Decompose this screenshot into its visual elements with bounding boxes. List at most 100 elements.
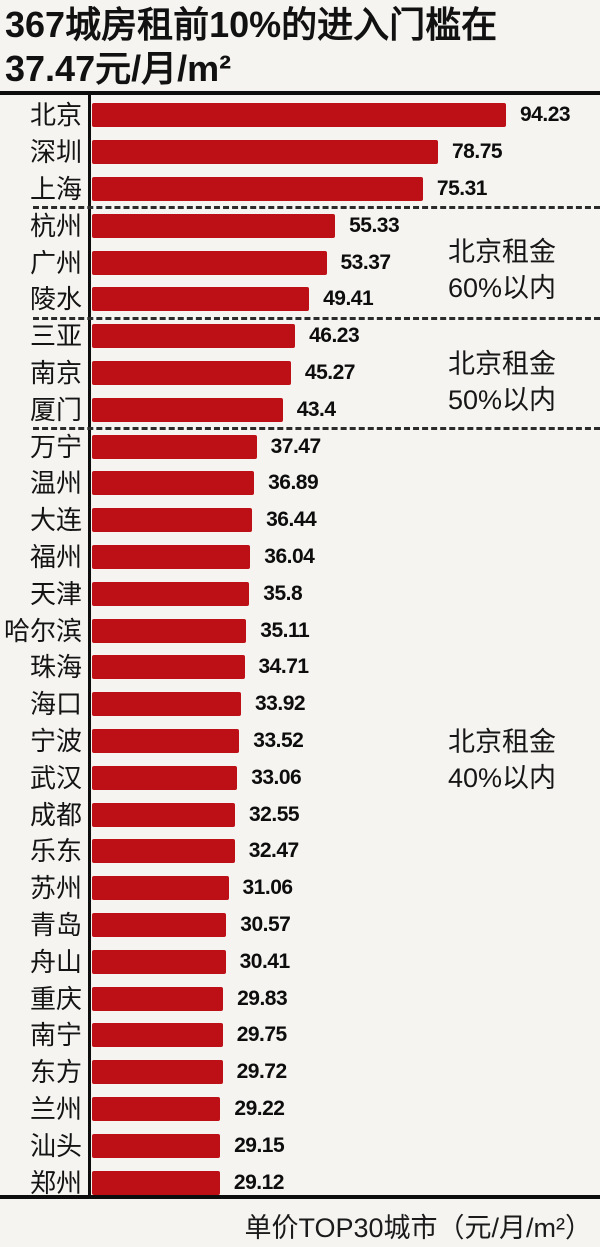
bar bbox=[92, 1060, 223, 1085]
bar-row: 大连 36.44 bbox=[0, 502, 600, 539]
bar-container: 35.11 bbox=[86, 618, 600, 643]
bar bbox=[92, 287, 310, 312]
bar bbox=[92, 1096, 221, 1121]
city-label: 青岛 bbox=[29, 909, 82, 940]
bar-row: 杭州 55.33 bbox=[0, 207, 600, 244]
value-label: 29.12 bbox=[233, 1170, 285, 1194]
bar-row: 海口 33.92 bbox=[0, 686, 600, 723]
annotation-within-40pct: 北京租金 40%以内 bbox=[448, 727, 557, 793]
value-label: 94.23 bbox=[520, 103, 571, 127]
bar bbox=[92, 949, 226, 974]
bar-container: 35.8 bbox=[86, 581, 600, 606]
bar-container: 78.75 bbox=[86, 140, 600, 165]
group-separator bbox=[33, 206, 600, 210]
chart-title: 367城房租前10%的进入门槛在 37.47元/月/m² bbox=[0, 0, 600, 95]
bar-row: 汕头 29.15 bbox=[0, 1127, 600, 1164]
value-label: 35.11 bbox=[260, 618, 310, 642]
chart-rows: 北京 94.23 深圳 78.75 上海 75.31 杭州 55.33 广州 5… bbox=[0, 95, 600, 1201]
city-label: 深圳 bbox=[29, 137, 82, 168]
bar-container: 45.27 bbox=[86, 360, 600, 385]
bar-row: 重庆 29.83 bbox=[0, 980, 600, 1017]
bar-container: 32.55 bbox=[86, 802, 600, 827]
bar-container: 37.47 bbox=[86, 434, 600, 459]
bar-row: 南京 45.27 bbox=[0, 355, 600, 392]
bar-container: 29.83 bbox=[86, 986, 600, 1011]
bar-container: 53.37 bbox=[86, 250, 600, 275]
city-label: 珠海 bbox=[29, 652, 82, 683]
value-label: 36.44 bbox=[266, 508, 317, 532]
value-label: 37.47 bbox=[270, 434, 322, 458]
bar-row: 东方 29.72 bbox=[0, 1054, 600, 1091]
bar-row: 南宁 29.75 bbox=[0, 1017, 600, 1054]
bar-row: 哈尔滨 35.11 bbox=[0, 612, 600, 649]
bar bbox=[92, 544, 251, 569]
city-label: 广州 bbox=[29, 247, 82, 278]
bar-container: 29.12 bbox=[86, 1170, 600, 1195]
city-label: 汕头 bbox=[29, 1130, 82, 1161]
bar bbox=[92, 140, 438, 165]
bar bbox=[92, 618, 247, 643]
value-label: 35.8 bbox=[263, 581, 303, 605]
value-label: 36.89 bbox=[268, 471, 319, 495]
bar bbox=[92, 581, 250, 606]
city-label: 杭州 bbox=[29, 210, 82, 241]
bar-container: 94.23 bbox=[86, 103, 600, 128]
bar bbox=[92, 1023, 223, 1048]
city-label: 南京 bbox=[29, 357, 82, 388]
bar-row: 万宁 37.47 bbox=[0, 428, 600, 465]
bar-row: 天津 35.8 bbox=[0, 575, 600, 612]
city-label: 武汉 bbox=[29, 762, 82, 793]
bar-chart: 北京 94.23 深圳 78.75 上海 75.31 杭州 55.33 广州 5… bbox=[0, 95, 600, 1199]
value-label: 29.75 bbox=[236, 1023, 288, 1047]
bar-row: 广州 53.37 bbox=[0, 244, 600, 281]
value-label: 30.41 bbox=[239, 949, 291, 973]
city-label: 郑州 bbox=[29, 1167, 82, 1198]
bar bbox=[92, 250, 327, 275]
city-label: 厦门 bbox=[29, 394, 82, 425]
bar-row: 三亚 46.23 bbox=[0, 318, 600, 355]
group-separator bbox=[33, 316, 600, 320]
city-label: 温州 bbox=[29, 468, 82, 499]
bar bbox=[92, 324, 296, 349]
bar bbox=[92, 397, 283, 422]
chart-title-line2: 37.47元/月/m² bbox=[5, 48, 232, 90]
value-label: 75.31 bbox=[436, 176, 488, 200]
bar-row: 福州 36.04 bbox=[0, 539, 600, 576]
bar-row: 珠海 34.71 bbox=[0, 649, 600, 686]
bar-row: 北京 94.23 bbox=[0, 97, 600, 134]
bar-row: 上海 75.31 bbox=[0, 171, 600, 208]
bar-container: 33.92 bbox=[86, 692, 600, 717]
bar-container: 30.57 bbox=[86, 912, 600, 937]
city-label: 哈尔滨 bbox=[3, 615, 82, 646]
bar bbox=[92, 360, 291, 385]
city-label: 成都 bbox=[29, 799, 82, 830]
bar bbox=[92, 692, 241, 717]
bar bbox=[92, 508, 253, 533]
city-label: 南宁 bbox=[29, 1020, 82, 1051]
bar-container: 49.41 bbox=[86, 287, 600, 312]
value-label: 49.41 bbox=[323, 287, 374, 311]
bar bbox=[92, 655, 245, 680]
city-label: 天津 bbox=[29, 578, 82, 609]
bar-container: 29.15 bbox=[86, 1133, 600, 1158]
bar bbox=[92, 912, 227, 937]
value-label: 29.15 bbox=[234, 1133, 285, 1157]
value-label: 32.55 bbox=[249, 802, 300, 826]
bar-container: 32.47 bbox=[86, 839, 600, 864]
city-label: 东方 bbox=[29, 1057, 82, 1088]
bar bbox=[92, 802, 235, 827]
bar-container: 36.04 bbox=[86, 544, 600, 569]
bar bbox=[92, 176, 423, 201]
bar-container: 29.72 bbox=[86, 1060, 600, 1085]
city-label: 上海 bbox=[29, 173, 82, 204]
value-label: 33.92 bbox=[255, 692, 306, 716]
y-axis-line bbox=[88, 95, 91, 1195]
bar-row: 宁波 33.52 bbox=[0, 723, 600, 760]
annotation-within-60pct: 北京租金 60%以内 bbox=[448, 237, 557, 303]
bar-container: 36.89 bbox=[86, 471, 600, 496]
city-label: 北京 bbox=[29, 100, 82, 131]
city-label: 重庆 bbox=[29, 983, 82, 1014]
chart-title-line1: 367城房租前10%的进入门槛在 bbox=[5, 4, 498, 45]
bar bbox=[92, 728, 240, 753]
